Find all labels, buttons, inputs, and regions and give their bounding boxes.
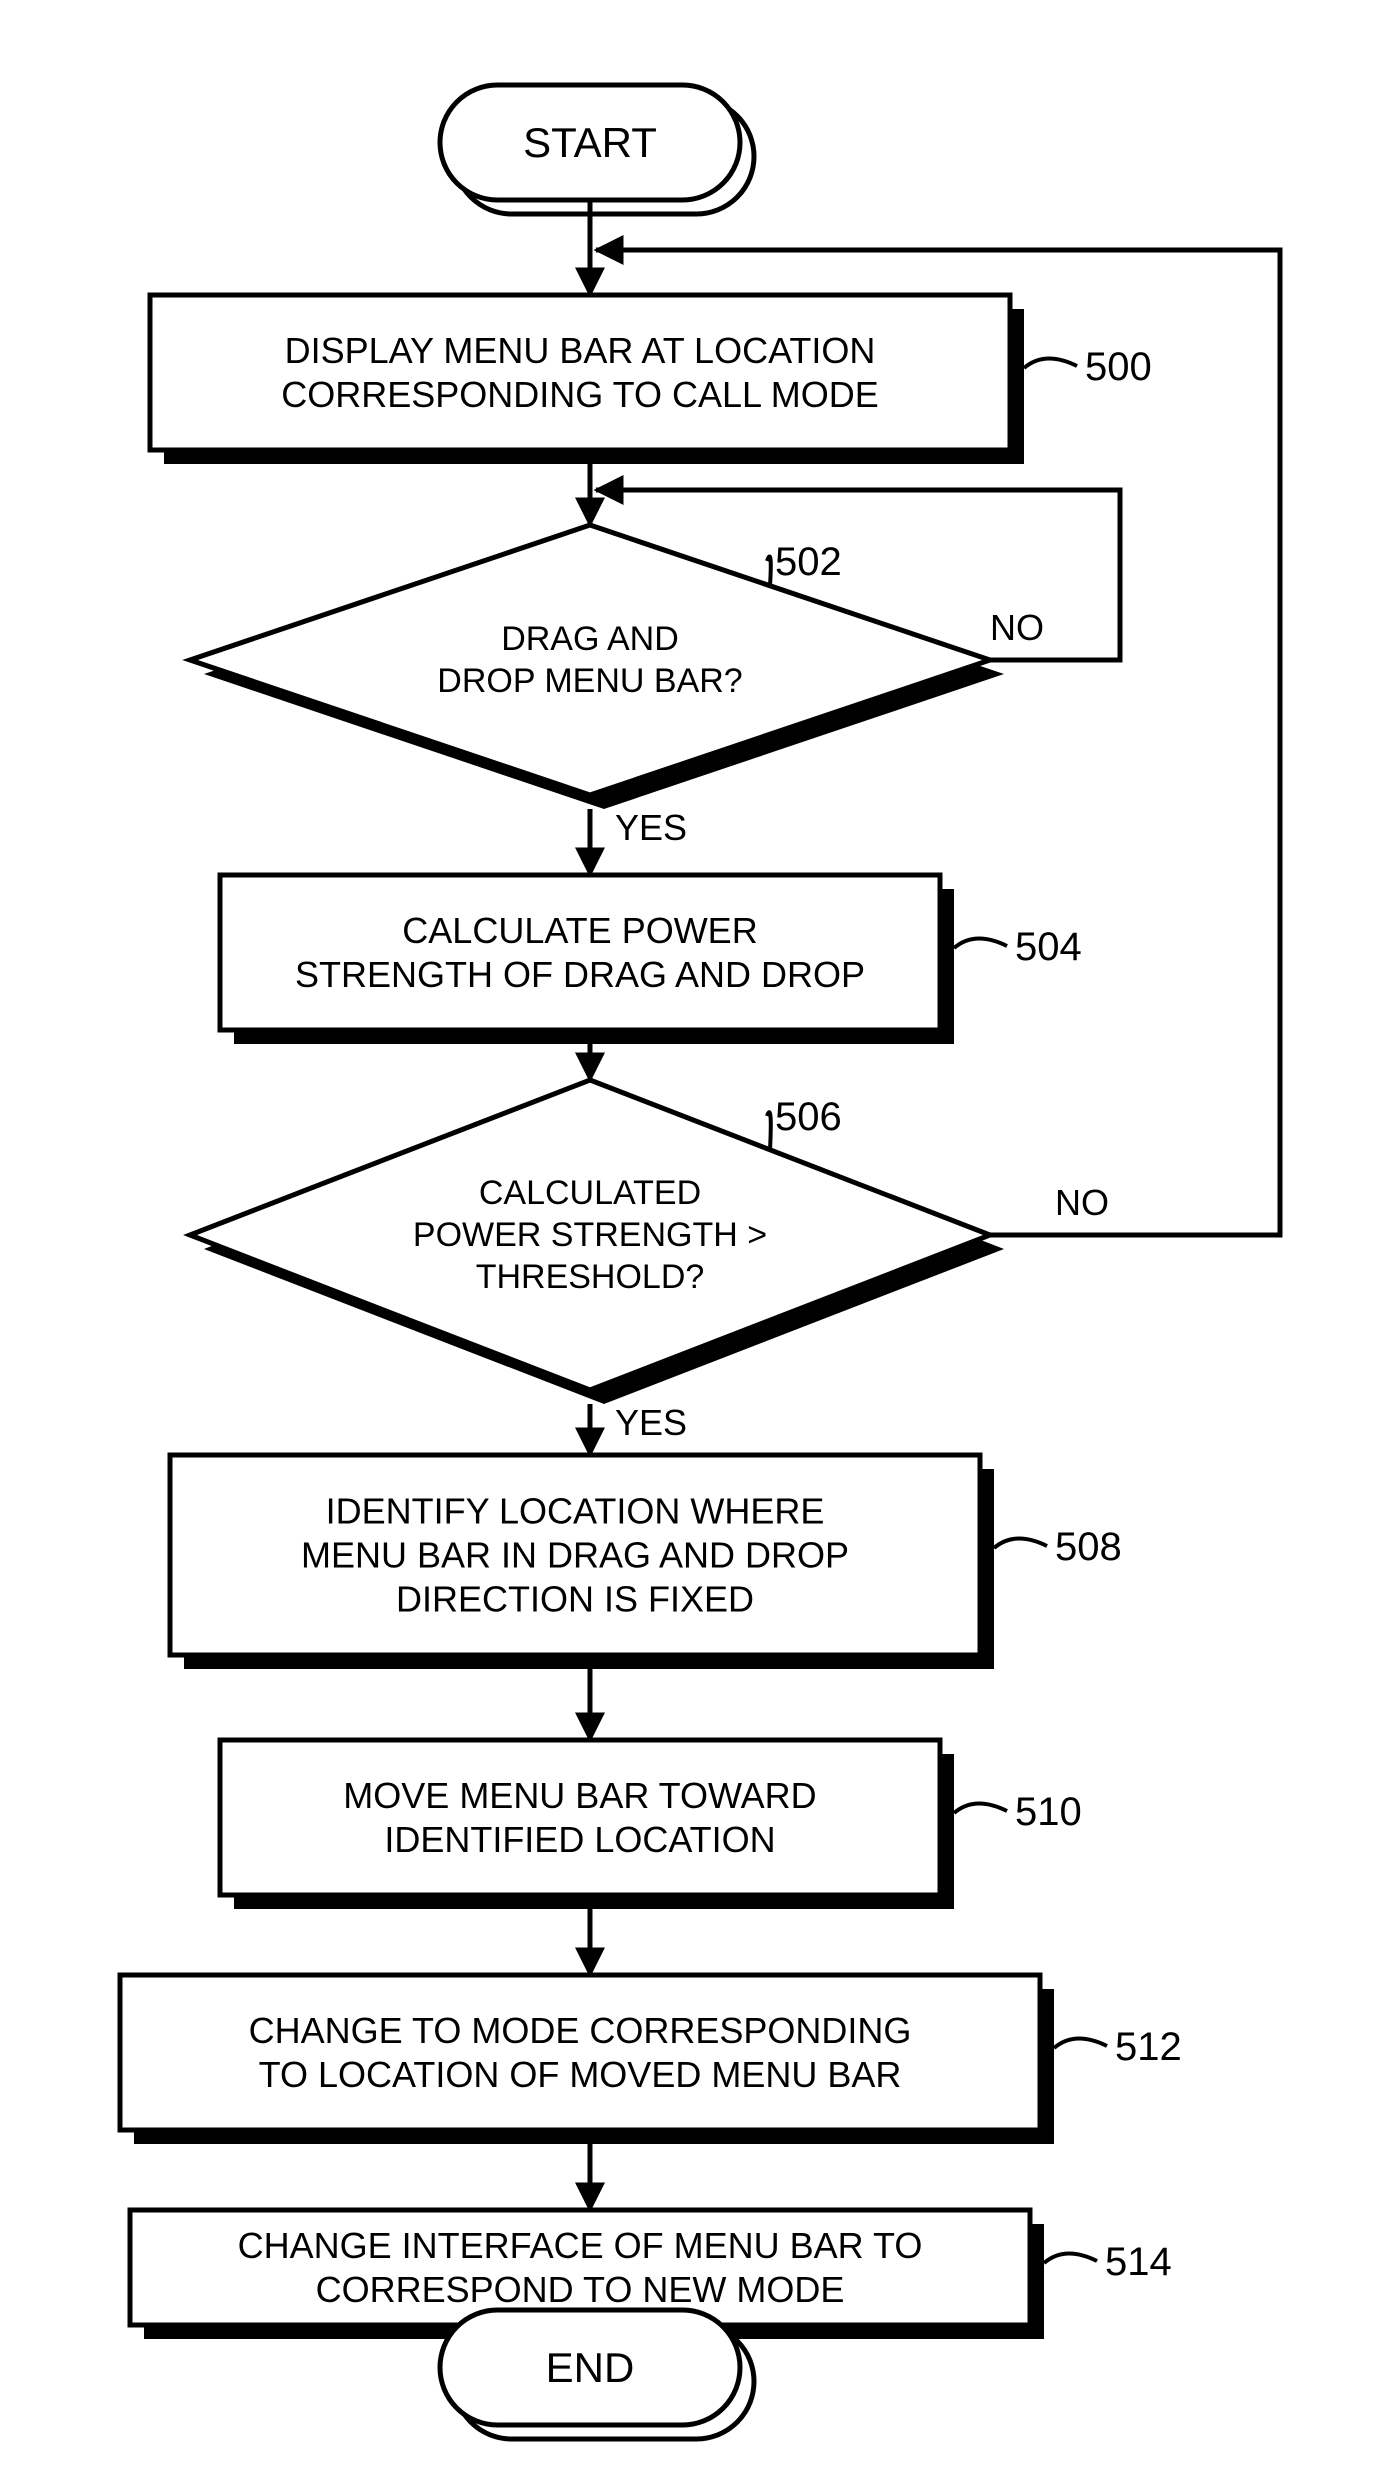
process-504-text-1: STRENGTH OF DRAG AND DROP [295, 954, 865, 995]
process-508-text-2: DIRECTION IS FIXED [396, 1579, 754, 1620]
process-510-ref: 510 [1015, 1790, 1082, 1834]
decision-506-text-1: POWER STRENGTH > [413, 1216, 767, 1254]
decision-502: DRAG AND DROP MENU BAR? [190, 525, 990, 795]
decision-506: CALCULATED POWER STRENGTH > THRESHOLD? [190, 1080, 990, 1390]
process-504-text-0: CALCULATE POWER [402, 910, 757, 951]
terminator-start-label: START [523, 119, 657, 166]
decision-506-text-2: THRESHOLD? [476, 1258, 705, 1296]
process-500-text-1: CORRESPONDING TO CALL MODE [281, 374, 878, 415]
process-514-ref: 514 [1105, 2240, 1172, 2284]
process-512-text-1: TO LOCATION OF MOVED MENU BAR [259, 2054, 902, 2095]
process-500-ref: 500 [1085, 345, 1152, 389]
process-500-text-0: DISPLAY MENU BAR AT LOCATION [285, 330, 876, 371]
decision-502-yes-label: YES [615, 807, 687, 848]
decision-502-text-0: DRAG AND [501, 620, 679, 658]
process-510: MOVE MENU BAR TOWARDIDENTIFIED LOCATION [220, 1740, 940, 1895]
process-512: CHANGE TO MODE CORRESPONDINGTO LOCATION … [120, 1975, 1040, 2130]
decision-506-text-0: CALCULATED [479, 1174, 701, 1212]
process-508-ref: 508 [1055, 1525, 1122, 1569]
decision-506-ref: 506 [775, 1095, 842, 1139]
process-510-text-1: IDENTIFIED LOCATION [384, 1819, 775, 1860]
terminator-start: START [440, 85, 740, 200]
process-508-text-0: IDENTIFY LOCATION WHERE [326, 1491, 825, 1532]
process-510-text-0: MOVE MENU BAR TOWARD [343, 1775, 816, 1816]
process-512-ref: 512 [1115, 2025, 1182, 2069]
terminator-end-label: END [546, 2344, 635, 2391]
decision-502-ref: 502 [775, 540, 842, 584]
process-504: CALCULATE POWERSTRENGTH OF DRAG AND DROP [220, 875, 940, 1030]
decision-506-yes-label: YES [615, 1402, 687, 1443]
decision-506-no-label: NO [1055, 1182, 1109, 1223]
process-504-ref: 504 [1015, 925, 1082, 969]
process-508-text-1: MENU BAR IN DRAG AND DROP [301, 1535, 849, 1576]
process-512-text-0: CHANGE TO MODE CORRESPONDING [249, 2010, 912, 2051]
process-500: DISPLAY MENU BAR AT LOCATIONCORRESPONDIN… [150, 295, 1010, 450]
decision-502-no-label: NO [990, 607, 1044, 648]
terminator-end: END [440, 2310, 740, 2425]
process-514-text-1: CORRESPOND TO NEW MODE [316, 2269, 845, 2310]
process-514-text-0: CHANGE INTERFACE OF MENU BAR TO [238, 2225, 923, 2266]
decision-502-text-1: DROP MENU BAR? [437, 662, 742, 700]
process-508: IDENTIFY LOCATION WHEREMENU BAR IN DRAG … [170, 1455, 980, 1655]
